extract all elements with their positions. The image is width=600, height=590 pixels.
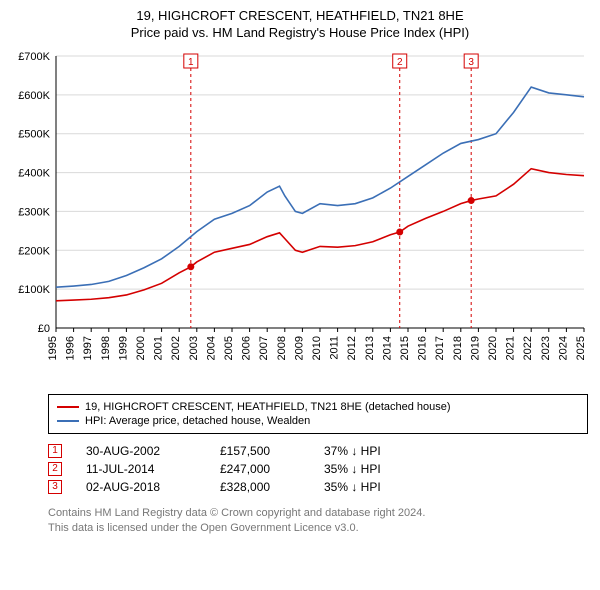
svg-text:1998: 1998 [100,336,112,360]
svg-text:2008: 2008 [276,336,288,360]
title-line-1: 19, HIGHCROFT CRESCENT, HEATHFIELD, TN21… [8,8,592,25]
chart-svg: £0 £100K £200K £300K £400K £500K £600K £700K 199… [8,48,592,388]
svg-text:2007: 2007 [258,336,270,360]
svg-text:£300K: £300K [18,206,50,218]
svg-text:2022: 2022 [522,336,534,360]
svg-text:2020: 2020 [487,336,499,360]
legend-swatch-property [57,406,79,408]
tx-price: £157,500 [220,444,300,458]
svg-text:2024: 2024 [557,336,569,360]
svg-text:2018: 2018 [452,336,464,360]
legend-row: HPI: Average price, detached house, Weal… [57,415,579,427]
tx-date: 11-JUL-2014 [86,462,196,476]
legend-row: 19, HIGHCROFT CRESCENT, HEATHFIELD, TN21… [57,401,579,413]
chart-title-block: 19, HIGHCROFT CRESCENT, HEATHFIELD, TN21… [8,8,592,42]
tx-delta: 35% ↓ HPI [324,462,424,476]
svg-text:£0: £0 [38,323,50,335]
svg-text:1999: 1999 [117,336,129,360]
svg-text:1995: 1995 [47,336,59,360]
svg-text:2005: 2005 [223,336,235,360]
legend-label: HPI: Average price, detached house, Weal… [85,415,310,427]
svg-text:£500K: £500K [18,128,50,140]
tx-date: 02-AUG-2018 [86,480,196,494]
table-row: 3 02-AUG-2018 £328,000 35% ↓ HPI [48,480,592,494]
legend-label: 19, HIGHCROFT CRESCENT, HEATHFIELD, TN21… [85,401,451,413]
tx-date: 30-AUG-2002 [86,444,196,458]
svg-text:2021: 2021 [505,336,517,360]
footer-line: Contains HM Land Registry data © Crown c… [48,506,588,521]
svg-text:2000: 2000 [135,336,147,360]
svg-text:£600K: £600K [18,90,50,102]
tx-price: £247,000 [220,462,300,476]
svg-text:2002: 2002 [170,336,182,360]
svg-text:2025: 2025 [575,336,587,360]
svg-text:1996: 1996 [65,336,77,360]
svg-text:2006: 2006 [241,336,253,360]
svg-text:2013: 2013 [364,336,376,360]
title-line-2: Price paid vs. HM Land Registry's House … [8,25,592,42]
svg-text:3: 3 [468,57,474,68]
svg-text:2010: 2010 [311,336,323,360]
svg-text:1997: 1997 [82,336,94,360]
svg-text:£700K: £700K [18,51,50,63]
table-row: 1 30-AUG-2002 £157,500 37% ↓ HPI [48,444,592,458]
legend-box: 19, HIGHCROFT CRESCENT, HEATHFIELD, TN21… [48,394,588,434]
svg-text:2001: 2001 [153,336,165,360]
tx-delta: 35% ↓ HPI [324,480,424,494]
chart-container: £0 £100K £200K £300K £400K £500K £600K £700K 199… [8,48,592,388]
svg-text:2016: 2016 [417,336,429,360]
footer-line: This data is licensed under the Open Gov… [48,521,588,536]
svg-text:2004: 2004 [205,336,217,360]
transactions-table: 1 30-AUG-2002 £157,500 37% ↓ HPI 2 11-JU… [48,444,592,494]
tx-marker-icon: 1 [48,444,62,458]
svg-text:2011: 2011 [329,336,341,360]
svg-text:2014: 2014 [381,336,393,360]
svg-text:2003: 2003 [188,336,200,360]
tx-marker-icon: 2 [48,462,62,476]
svg-text:2023: 2023 [540,336,552,360]
tx-delta: 37% ↓ HPI [324,444,424,458]
svg-text:£400K: £400K [18,167,50,179]
footer-attribution: Contains HM Land Registry data © Crown c… [48,506,588,536]
svg-text:2: 2 [397,57,403,68]
svg-text:£100K: £100K [18,284,50,296]
svg-text:2015: 2015 [399,336,411,360]
svg-text:2019: 2019 [469,336,481,360]
svg-text:1: 1 [188,57,194,68]
svg-text:2012: 2012 [346,336,358,360]
tx-marker-icon: 3 [48,480,62,494]
table-row: 2 11-JUL-2014 £247,000 35% ↓ HPI [48,462,592,476]
svg-text:2009: 2009 [293,336,305,360]
svg-text:2017: 2017 [434,336,446,360]
svg-text:£200K: £200K [18,245,50,257]
tx-price: £328,000 [220,480,300,494]
legend-swatch-hpi [57,420,79,422]
